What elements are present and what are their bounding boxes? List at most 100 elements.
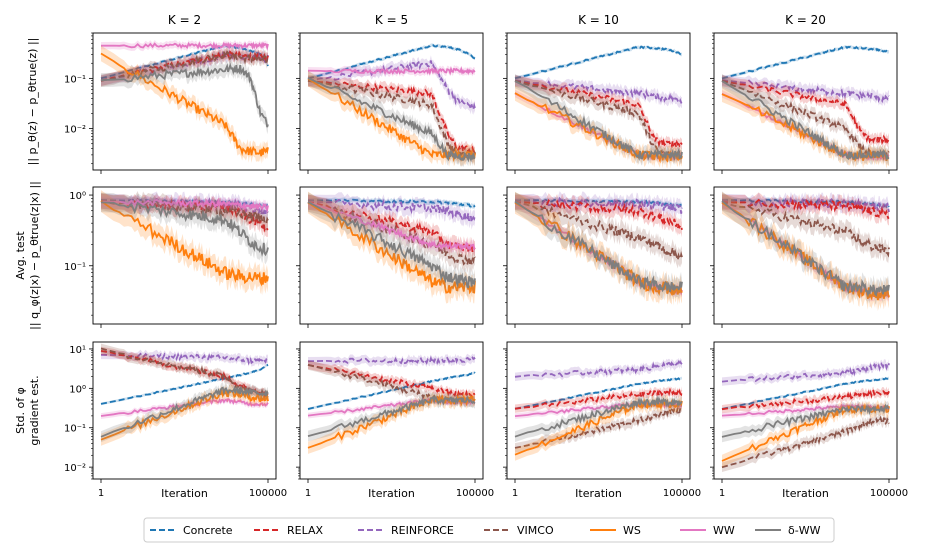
series-line-reinforce [721,362,890,383]
panel-frame [299,186,484,325]
y-axis-label-0: || p_θ(z) − p_θtrue(z) || [26,38,39,166]
series-line-ww [514,80,683,162]
band-concrete [308,197,475,209]
series-line-ww [721,80,890,162]
ytick-label: 10⁻² [64,463,86,474]
x-axis-label: Iteration [368,487,415,500]
band-concrete [515,44,682,80]
band-ww [308,391,475,442]
series-line-ww [100,197,269,212]
series-line-concrete [721,45,890,80]
legend-label-3: VIMCO [517,524,554,537]
series-line-vimco [721,200,890,258]
panel-frame [299,32,484,171]
y-axis-label-line: || p_θ(z) − p_θtrue(z) || [26,38,39,166]
series-line-vimco [514,405,683,449]
column-title-2: K = 10 [578,13,619,27]
panel-r1-c1 [296,186,484,328]
panel-frame [506,186,691,325]
ytick-label: 10⁻² [64,125,86,136]
series-line-ww [514,395,683,438]
series-line-ww [100,385,269,438]
legend: Concrete RELAX REINFORCE VIMCO WS WW δ-WW [143,517,835,543]
band-relax [515,75,682,152]
band-concrete [722,45,889,81]
panel-frame [713,341,898,480]
band-relax [101,46,268,87]
y-axis-label-line: gradient est. [28,375,41,445]
xtick-label: 100000 [663,488,701,499]
series-line-ww [100,398,269,417]
band-reinforce [515,357,682,381]
ytick-label: 10⁻¹ [64,262,86,273]
band-ws [722,86,889,169]
series-line-reinforce [308,198,476,223]
series-line-ww [514,200,683,293]
xtick-label: 100000 [456,488,494,499]
series-line-relax [514,198,683,231]
band-reinforce [101,349,268,367]
series-line-relax [307,364,476,400]
band-ws [722,399,889,467]
series-line-concrete [307,44,476,80]
series-line-concrete [514,376,683,410]
column-title-3: K = 20 [785,13,826,27]
panel-r0-c3 [710,32,898,174]
panel-r2-c1: 1 100000 Iteration [296,341,494,500]
band-ww [515,393,682,443]
xtick-label: 1 [98,488,104,499]
band-relax [308,360,475,401]
x-axis-label: Iteration [782,487,829,500]
series-line-vimco [514,200,683,261]
band-relax [722,75,889,148]
band-ww [308,197,475,254]
panel-frame [299,341,484,480]
band-relax [515,193,682,238]
band-ww [722,191,889,305]
xtick-label: 1 [512,488,518,499]
panel-frame [92,341,277,480]
series-line-reinforce [514,79,683,105]
panel-frame [92,186,277,325]
series-line-ww [307,66,476,76]
band-vimco [515,401,682,453]
band-ws [515,85,682,169]
x-axis-label: Iteration [161,487,208,500]
band-ww [515,191,682,302]
series-line-vimco [721,415,890,469]
band-ww [101,396,268,419]
series-line-ww [307,201,476,289]
series-line-ww [307,77,476,163]
band-concrete [101,363,268,406]
band-concrete [515,197,682,209]
legend-label-6: δ-WW [788,524,821,537]
panel-r1-c3 [710,186,898,328]
series-line-concrete [514,45,683,80]
band-concrete [515,376,682,411]
ytick-label: 10⁻¹ [64,74,86,85]
series-line-concrete [307,198,476,208]
series-line-concrete [100,363,269,405]
series-line-relax [514,387,683,410]
series-line-ww [100,62,269,128]
column-title-0: K = 2 [168,13,201,27]
band-ws [101,45,268,164]
series-line-reinforce [514,359,683,378]
series-line-concrete [721,377,890,410]
series-line-reinforce [721,79,890,104]
series-line-vimco [514,79,683,161]
series-line-ws [307,393,476,449]
series-line-ww [721,200,890,298]
panel-frame [713,32,898,171]
ytick-label: 10⁻¹ [64,424,86,435]
y-axis-label-1: Avg. test || q_φ(z|x) − p_θtrue(z|x) || [14,181,41,330]
panel-r2-c2: 1 100000 Iteration [503,341,701,500]
series-line-ww [721,403,890,438]
band-reinforce [308,192,475,230]
band-vimco [101,343,268,402]
panel-frame [506,32,691,171]
panel-frame [506,341,691,480]
y-axis-label-2: Std. of φ gradient est. [14,375,41,445]
series-line-ws [100,200,269,287]
